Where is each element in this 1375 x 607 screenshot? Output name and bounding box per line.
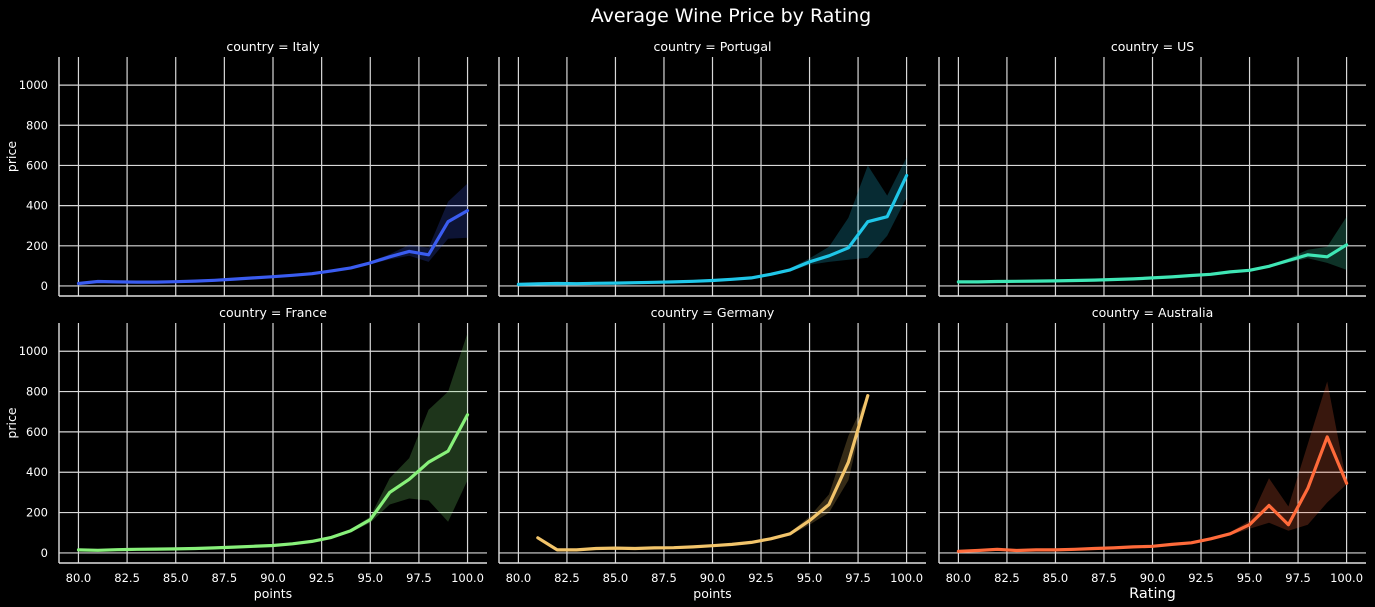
panel-4: country = France 0 200 400 600 800 1000 price 80… — [4, 305, 487, 601]
x-tick-label: 82.5 — [114, 571, 140, 585]
x-tick-label: 85.0 — [603, 571, 629, 585]
panel-title: country = Germany — [651, 305, 775, 320]
series-line — [536, 394, 870, 552]
x-tick-label: 92.5 — [1188, 571, 1214, 585]
x-tick-label: 95.0 — [1237, 571, 1263, 585]
panel-3: country = US — [938, 39, 1366, 297]
panel-6: country = Australia 80.0 82.5 85.0 87.5 90.0 9… — [938, 305, 1366, 602]
x-tick-label: 82.5 — [994, 571, 1020, 585]
x-tick-label: 80.0 — [66, 571, 92, 585]
x-tick-label: 97.5 — [1285, 571, 1311, 585]
series-line — [956, 435, 1349, 553]
x-tick-label: 87.5 — [651, 571, 677, 585]
y-tick-label: 200 — [26, 506, 48, 520]
panel-2: country = Portugal — [498, 39, 926, 297]
x-tick-label: 85.0 — [163, 571, 189, 585]
x-tick-label: 95.0 — [357, 571, 383, 585]
y-tick-label: 200 — [26, 239, 48, 253]
panel-title: country = US — [1111, 39, 1194, 54]
y-tick-label: 800 — [26, 118, 48, 132]
x-tick-label: 80.0 — [946, 571, 972, 585]
x-tick-label: 90.0 — [700, 571, 726, 585]
x-tick-label: 100.0 — [1330, 571, 1363, 585]
panel-title: country = Italy — [226, 39, 320, 54]
y-axis-label: price — [4, 407, 19, 438]
x-tick-label: 87.5 — [212, 571, 238, 585]
panel-title: country = Portugal — [654, 39, 772, 54]
panel-5: country = Germany 80.0 82.5 85.0 87.5 90.0 92.… — [498, 305, 926, 601]
series-line — [516, 173, 909, 286]
y-tick-label: 600 — [26, 158, 48, 172]
y-tick-label: 1000 — [19, 344, 48, 358]
series-line — [76, 209, 470, 286]
x-axis-label: points — [254, 586, 292, 601]
x-axis-label: Rating — [1129, 586, 1176, 602]
series-line — [76, 413, 470, 552]
panel-title: country = France — [219, 305, 327, 320]
y-tick-label: 400 — [26, 465, 48, 479]
y-tick-label: 0 — [41, 546, 48, 560]
x-tick-label: 97.5 — [845, 571, 871, 585]
figure-title: Average Wine Price by Rating — [591, 5, 871, 27]
y-axis-label: price — [4, 141, 19, 172]
x-tick-label: 87.5 — [1091, 571, 1117, 585]
x-tick-label: 97.5 — [406, 571, 432, 585]
x-tick-label: 100.0 — [890, 571, 923, 585]
panel-title: country = Australia — [1092, 305, 1214, 320]
y-tick-label: 1000 — [19, 78, 48, 92]
x-tick-label: 100.0 — [451, 571, 484, 585]
x-tick-label: 95.0 — [797, 571, 823, 585]
series-line — [956, 243, 1349, 284]
x-tick-label: 92.5 — [748, 571, 774, 585]
x-axis-label: points — [693, 586, 731, 601]
x-tick-label: 90.0 — [1140, 571, 1166, 585]
y-tick-label: 400 — [26, 199, 48, 213]
y-tick-label: 600 — [26, 425, 48, 439]
panel-1: country = Italy 0 200 400 600 800 1000 price — [4, 39, 487, 297]
x-tick-label: 92.5 — [309, 571, 335, 585]
x-tick-label: 90.0 — [260, 571, 286, 585]
y-tick-label: 0 — [41, 279, 48, 293]
y-tick-label: 800 — [26, 385, 48, 399]
x-tick-label: 80.0 — [506, 571, 532, 585]
x-tick-label: 85.0 — [1043, 571, 1069, 585]
confidence-band — [518, 157, 907, 285]
x-tick-label: 82.5 — [554, 571, 580, 585]
panels: country = Italy02004006008001000pricecou… — [4, 39, 1366, 602]
